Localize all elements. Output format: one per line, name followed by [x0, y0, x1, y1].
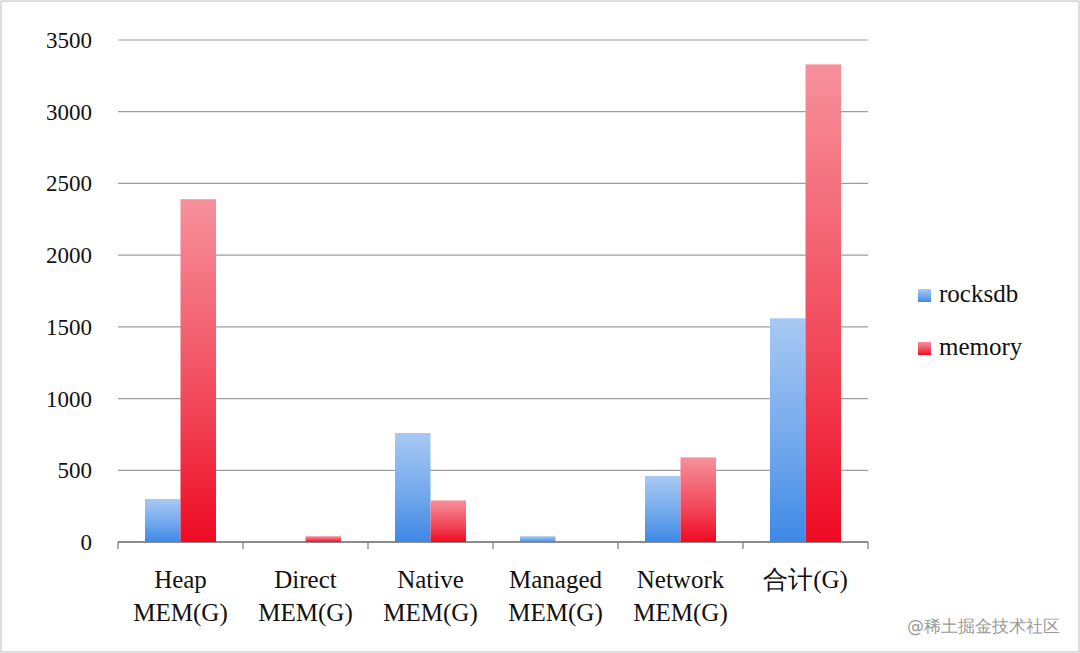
bar — [520, 536, 556, 542]
x-axis-tick — [867, 542, 868, 549]
grid-line — [118, 470, 868, 471]
y-tick-label: 0 — [81, 530, 93, 555]
frame — [1, 1, 1079, 652]
x-tick-label-line: MEM(G) — [258, 599, 352, 627]
bar — [681, 457, 717, 542]
x-tick-label-line: MEM(G) — [383, 599, 477, 627]
x-tick-label: Direct MEM(G) — [258, 566, 352, 627]
bar — [770, 318, 806, 542]
x-tick-label-line: Managed — [509, 566, 603, 593]
legend-label: rocksdb — [939, 280, 1018, 307]
x-axis-tick — [117, 542, 118, 549]
bar — [306, 536, 342, 542]
grid-line — [118, 183, 868, 184]
bar — [556, 542, 592, 543]
y-tick-label: 3500 — [46, 28, 92, 53]
legend-swatch — [918, 342, 931, 355]
bar — [181, 199, 217, 542]
x-tick-label-line: Direct — [274, 566, 337, 593]
x-tick-label-line: MEM(G) — [508, 599, 602, 627]
x-tick-label-line: 合计(G) — [763, 566, 848, 594]
grid-line — [118, 326, 868, 327]
y-tick-label: 500 — [58, 458, 93, 483]
y-tick-label: 2000 — [46, 243, 92, 268]
y-tick-label: 3000 — [46, 100, 92, 125]
x-tick-label: 合计(G) — [763, 566, 848, 594]
y-tick-label: 2500 — [46, 171, 92, 196]
bar — [645, 476, 681, 542]
grid-line — [118, 255, 868, 256]
x-tick-label-line: Heap — [154, 566, 207, 593]
x-tick-label: Network MEM(G) — [633, 566, 727, 627]
x-tick-label-line: Native — [397, 566, 464, 593]
grid-line — [118, 39, 868, 40]
legend-swatch — [918, 289, 931, 302]
x-axis-tick — [492, 542, 493, 549]
bar — [270, 542, 306, 543]
watermark: @稀土掘金技术社区 — [907, 616, 1060, 636]
x-axis-tick — [242, 542, 243, 549]
y-tick-label: 1000 — [46, 387, 92, 412]
bar — [395, 433, 431, 542]
x-tick-label-line: MEM(G) — [133, 599, 227, 627]
x-tick-label-line: MEM(G) — [633, 599, 727, 627]
x-axis-tick — [367, 542, 368, 549]
bar — [806, 64, 842, 542]
x-tick-label: Managed MEM(G) — [508, 566, 602, 627]
chart: 0500100015002000250030003500HeapMEM(G)Di… — [0, 0, 1080, 653]
grid-line — [118, 111, 868, 112]
bars — [145, 64, 841, 542]
grid-line — [118, 398, 868, 399]
bar — [431, 500, 467, 542]
bar — [145, 499, 181, 542]
x-axis-tick — [617, 542, 618, 549]
x-tick-label-line: Network — [637, 566, 725, 593]
legend-label: memory — [939, 333, 1023, 360]
x-axis-tick — [742, 542, 743, 549]
y-tick-label: 1500 — [46, 315, 92, 340]
x-tick-label: Heap MEM(G) — [133, 566, 227, 627]
x-tick-label: Native MEM(G) — [383, 566, 477, 627]
